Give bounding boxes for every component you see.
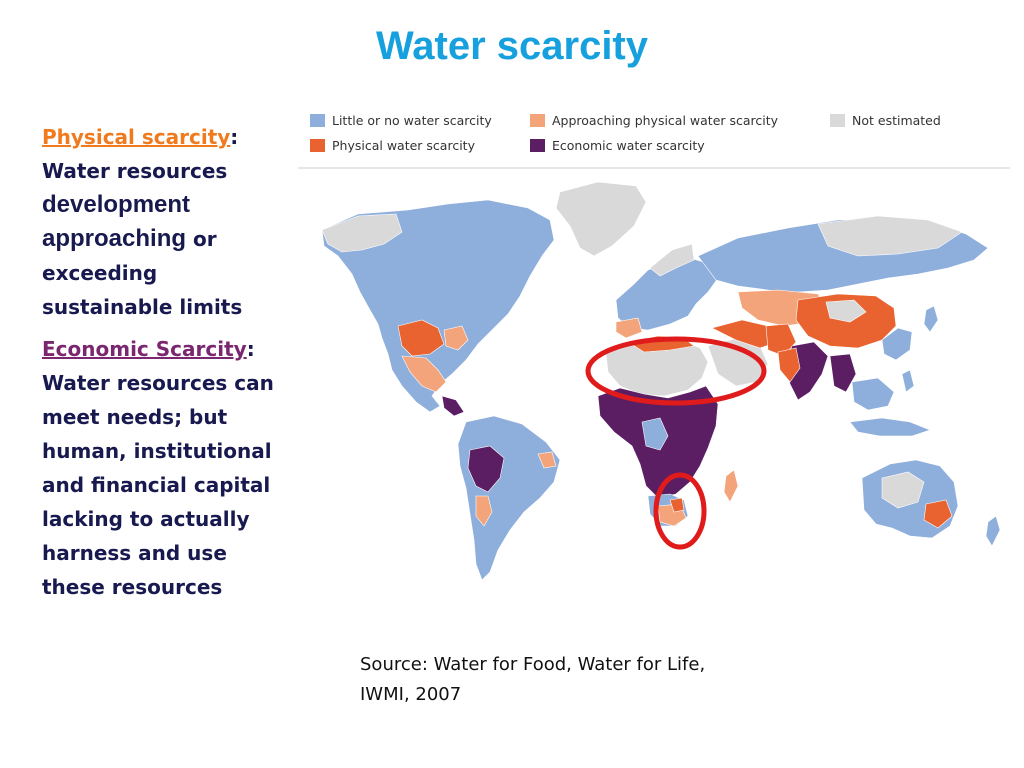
physical-scarcity-heading: Physical scarcity [42, 125, 231, 149]
us-plains-approaching-region [443, 325, 469, 351]
brazil-approaching-region [537, 451, 557, 469]
iberia-approaching-region [615, 317, 643, 339]
physical-colon: : [230, 125, 239, 149]
andes-economic-region [467, 445, 505, 493]
north-america-region [321, 199, 555, 413]
economic-line-3: human, institutional [42, 439, 272, 463]
highlight-circle-north-africa-middle-east [585, 336, 767, 406]
mexico-approaching-region [401, 355, 447, 393]
physical-line-4: exceeding [42, 261, 158, 285]
scandinavia-gray-region [649, 243, 695, 277]
china-gray-region [825, 299, 867, 323]
physical-scarcity-definition: Physical scarcity: Water resources devel… [42, 120, 292, 324]
legend-label-approaching-physical: Approaching physical water scarcity [552, 113, 779, 128]
legend-item-physical: Physical water scarcity [310, 138, 475, 153]
source-line-1: Source: Water for Food, Water for Life, [360, 654, 706, 675]
legend-label-physical: Physical water scarcity [332, 138, 475, 153]
legend-label-economic: Economic water scarcity [552, 138, 705, 153]
definitions-panel: Physical scarcity: Water resources devel… [42, 120, 292, 604]
legend-swatch-physical [310, 139, 325, 152]
legend-swatch-economic [530, 139, 545, 152]
new-zealand-region [985, 515, 1001, 547]
southeast-asia-economic-region [829, 353, 857, 393]
economic-scarcity-definition: Economic Scarcity: Water resources can m… [42, 332, 292, 604]
economic-line-6: harness and use [42, 541, 227, 565]
legend-item-economic: Economic water scarcity [530, 138, 705, 153]
slide-title: Water scarcity [376, 24, 648, 68]
japan-region [923, 305, 939, 333]
greenland-region [555, 181, 647, 257]
physical-line-2: development [42, 191, 191, 218]
madagascar-region [723, 469, 739, 503]
philippines-region [901, 369, 915, 393]
physical-line-1: Water resources [42, 159, 228, 183]
economic-line-1: Water resources can [42, 371, 274, 395]
india-physical-region [777, 347, 801, 383]
south-america-region [457, 415, 561, 581]
legend-label-little-scarcity: Little or no water scarcity [332, 113, 492, 128]
central-africa-blue-region [641, 417, 669, 451]
economic-line-5: lacking to actually [42, 507, 250, 531]
physical-line-3b: or [186, 227, 217, 251]
economic-line-7: these resources [42, 575, 223, 599]
central-america-economic-region [441, 395, 465, 417]
legend-swatch-not-estimated [830, 114, 845, 127]
legend-item-not-estimated: Not estimated [830, 113, 941, 128]
us-southwest-region [397, 319, 445, 357]
physical-line-3a: approaching [42, 225, 187, 252]
highlight-circle-southern-africa [653, 472, 707, 550]
source-line-2: IWMI, 2007 [360, 684, 462, 705]
physical-line-5: sustainable limits [42, 295, 243, 319]
south-africa-physical-region [669, 497, 685, 513]
economic-colon: : [246, 337, 255, 361]
alaska-gray-region [321, 213, 403, 253]
pakistan-physical-region [765, 323, 797, 357]
economic-line-4: and financial capital [42, 473, 271, 497]
siberia-gray-region [817, 215, 963, 257]
source-citation: Source: Water for Food, Water for Life, … [360, 650, 780, 710]
southeast-asia-region [851, 377, 895, 411]
legend-swatch-approaching-physical [530, 114, 545, 127]
legend-swatch-little-scarcity [310, 114, 325, 127]
economic-scarcity-heading: Economic Scarcity [42, 337, 247, 361]
legend-item-little-scarcity: Little or no water scarcity [310, 113, 492, 128]
chile-argentina-approaching-region [475, 495, 493, 527]
legend-label-not-estimated: Not estimated [852, 113, 941, 128]
australia-physical-region [923, 499, 953, 529]
economic-line-2: meet needs; but [42, 405, 228, 429]
australia-gray-region [881, 471, 925, 509]
indonesia-region [849, 417, 931, 437]
map-legend: Little or no water scarcity Approaching … [302, 107, 1022, 163]
legend-item-approaching-physical: Approaching physical water scarcity [530, 113, 778, 128]
world-water-scarcity-map [298, 167, 1010, 581]
china-east-region [881, 327, 913, 361]
